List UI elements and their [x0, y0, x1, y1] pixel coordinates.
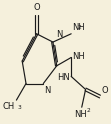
- Text: CH: CH: [2, 102, 15, 111]
- Text: HN: HN: [57, 73, 70, 81]
- Text: NH: NH: [72, 23, 84, 32]
- Text: 2: 2: [77, 25, 81, 30]
- Text: NH: NH: [73, 52, 85, 61]
- Text: 2: 2: [87, 108, 91, 113]
- Text: O: O: [33, 3, 40, 12]
- Text: N: N: [44, 87, 51, 95]
- Text: 3: 3: [18, 105, 22, 110]
- Text: O: O: [101, 86, 108, 95]
- Text: N: N: [56, 30, 62, 39]
- Text: NH: NH: [74, 110, 87, 119]
